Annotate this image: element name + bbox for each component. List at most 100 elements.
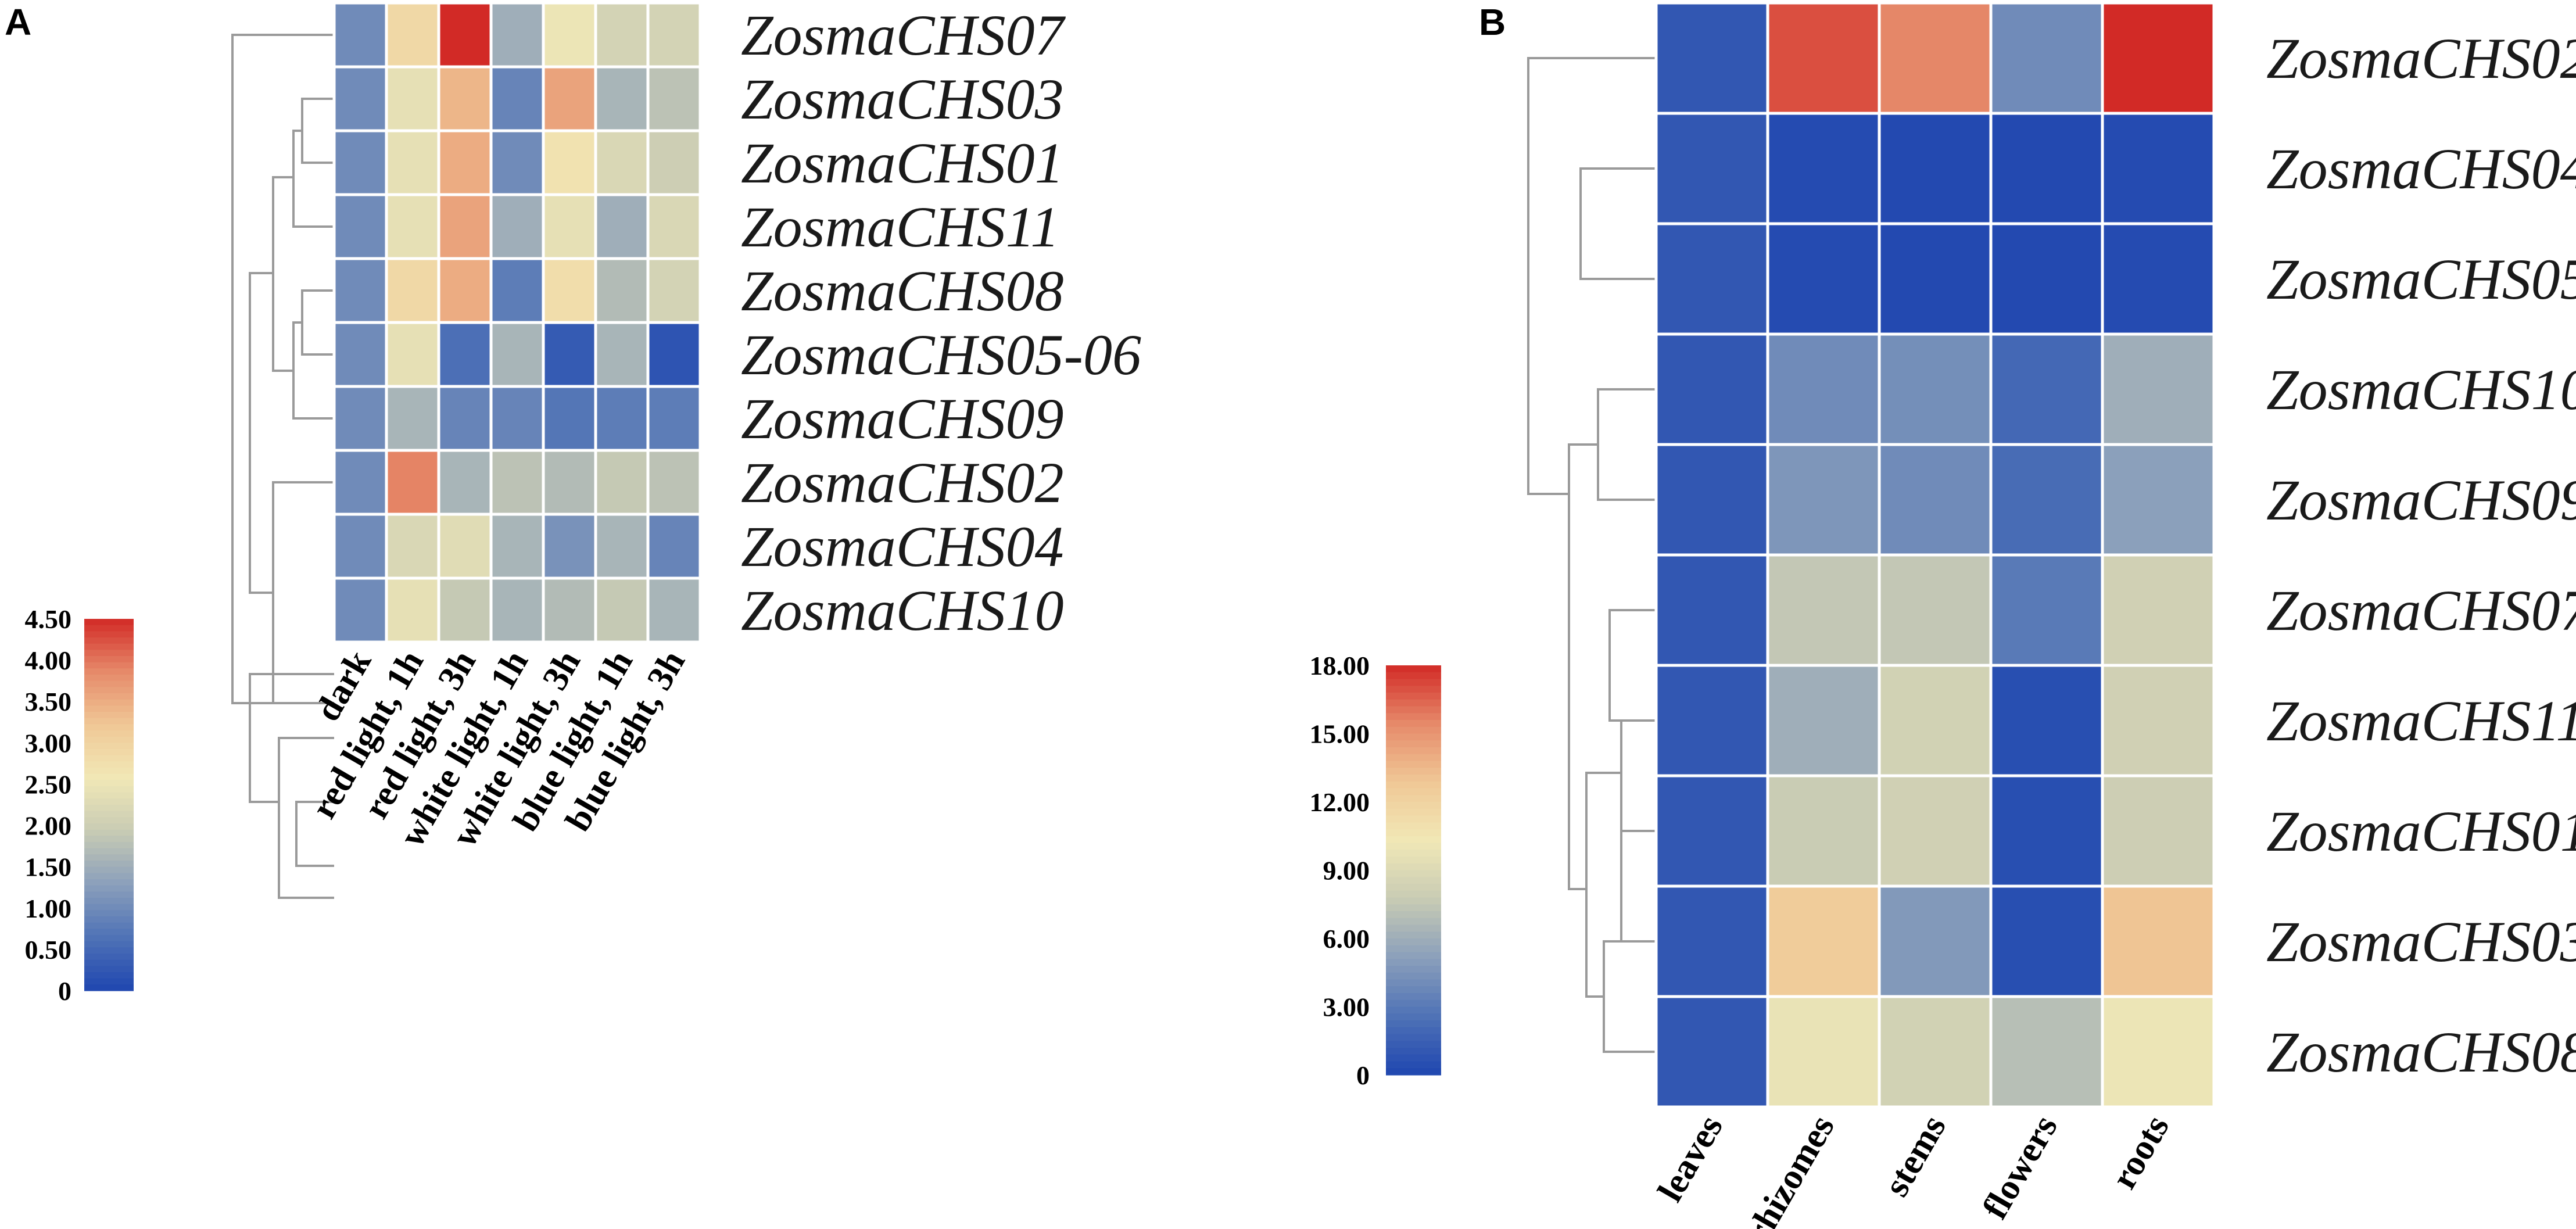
panel-a-cell-zosmachs04-white-light-1h [489,513,545,580]
panel-b-colorbar-tick-label: 15.00 [1310,719,1370,749]
panel-a-cell-zosmachs10-white-light-3h [542,576,597,644]
panel-a-cell-zosmachs01-blue-light-1h [594,129,650,196]
panel-b-cell-zosmachs03-roots [2101,884,2216,998]
panel-b-cell-zosmachs07-leaves [1654,553,1769,667]
panel-b-cell-zosmachs10-stems [1878,332,1993,446]
panel-a-colorbar-segment [84,693,134,700]
panel-a-colorbar-segment [84,798,134,805]
panel-b-colorbar-segment [1386,857,1441,864]
panel-b-colorbar-segment [1386,843,1441,850]
panel-b-cell-zosmachs09-stems [1878,443,1993,557]
panel-b-row-label: ZosmaCHS04 [2266,137,2576,201]
panel-a-cell-zosmachs08-white-light-1h [489,257,545,324]
panel-a-colorbar-segment [84,786,134,793]
panel-a-colorbar-segment [84,811,134,818]
panel-b-colorbar-segment [1386,808,1441,816]
panel-a-colorbar-segment [84,922,134,929]
panel-b-colorbar-segment [1386,952,1441,959]
panel-a-colorbar-segment [84,680,134,687]
panel-a-cell-zosmachs03-blue-light-1h [594,65,650,132]
panel-b-cell-zosmachs08-leaves [1654,995,1769,1109]
panel-b-row-label: ZosmaCHS08 [2266,1020,2576,1084]
panel-a-colorbar-tick-label: 4.00 [25,646,72,675]
panel-a-colorbar-segment [84,724,134,731]
panel-a-row-label: ZosmaCHS05-06 [741,323,1141,387]
panel-a-colorbar-segment [84,817,134,824]
panel-b-cell-zosmachs05-06-rhizomes [1766,222,1881,336]
panel-a-cell-zosmachs05-06-blue-light-1h [594,321,650,388]
panel-a-cell-zosmachs07-blue-light-1h [594,1,650,69]
panel-a-dendrogram [231,34,334,899]
panel-a-colorbar-tick-label: 3.50 [25,687,72,716]
panel-a-cell-zosmachs04-red-light-3h [437,513,493,580]
panel-b-cell-zosmachs03-rhizomes [1766,884,1881,998]
panel-b-colorbar-tick-label: 3.00 [1323,992,1370,1022]
panel-a-colorbar-segment [84,730,134,737]
panel-a-cell-zosmachs03-red-light-3h [437,65,493,132]
panel-a-colorbar-segment [84,836,134,843]
panel-a-colorbar-segment [84,631,134,638]
panel-a-colorbar-segment [84,854,134,861]
panel-b-cell-zosmachs04-flowers [1989,112,2104,225]
panel-a-cell-zosmachs04-white-light-3h [542,513,597,580]
panel-b-colorbar-segment [1386,693,1441,700]
panel-a-cell-zosmachs02-white-light-1h [489,449,545,516]
panel-b-colorbar-segment [1386,931,1441,939]
panel-b-colorbar-segment [1386,754,1441,762]
panel-b-cell-zosmachs04-rhizomes [1766,112,1881,225]
panel-b-colorbar-tick-label: 18.00 [1310,651,1370,680]
panel-a-cell-zosmachs08-blue-light-3h [646,257,702,324]
panel-b-colorbar-tick-label: 9.00 [1323,856,1370,886]
panel-b-cell-zosmachs03-stems [1878,884,1993,998]
panel-a-colorbar-segment [84,904,134,911]
panel-b-colorbar-segment [1386,802,1441,809]
panel-a-colorbar-segment [84,643,134,650]
panel-a-cell-zosmachs08-red-light-1h [385,257,440,324]
panel-a-colorbar-segment [84,966,134,973]
panel-b-colorbar-segment [1386,775,1441,782]
panel-b-cell-zosmachs01-stems [1878,774,1993,888]
panel-a-cell-zosmachs01-dark [332,129,388,196]
panel-b-cell-zosmachs04-roots [2101,112,2216,225]
panel-a-cell-zosmachs03-white-light-3h [542,65,597,132]
panel-b-colorbar-segment [1386,1061,1441,1069]
panel-a-cell-zosmachs08-blue-light-1h [594,257,650,324]
panel-a-colorbar: 0 0.50 1.00 1.50 2.00 2.50 3.00 3.50 4.00 4.50 [25,604,134,1006]
panel-b-column-label: roots [2104,1109,2177,1195]
panel-a-colorbar-segment [84,978,134,985]
panel-b-colorbar-segment [1386,1048,1441,1055]
panel-a-colorbar-segment [84,941,134,948]
panel-b-cell-zosmachs02-rhizomes [1766,1,1881,115]
panel-a-colorbar-segment [84,947,134,954]
panel-a-cell-zosmachs07-white-light-3h [542,1,597,69]
panel-b-cell-zosmachs10-rhizomes [1766,332,1881,446]
panel-b-cell-zosmachs05-06-roots [2101,222,2216,336]
panel-a-colorbar-segment [84,749,134,756]
panel-a-colorbar-tick-label: 0 [58,976,71,1006]
panel-b-cell-zosmachs11-roots [2101,664,2216,777]
panel-b-colorbar-tick-label: 0 [1356,1060,1370,1090]
panel-b-colorbar-segment [1386,740,1441,748]
panel-a-cell-zosmachs01-white-light-3h [542,129,597,196]
panel-a-colorbar-segment [84,866,134,873]
panel-b-cell-zosmachs04-leaves [1654,112,1769,225]
panel-a-cell-zosmachs09-white-light-1h [489,385,545,452]
panel-a-colorbar-segment [84,619,134,626]
panel-a-cell-zosmachs05-06-red-light-1h [385,321,440,388]
panel-a-cell-zosmachs04-dark [332,513,388,580]
panel-a-cell-zosmachs07-dark [332,1,388,69]
panel-a-colorbar-segment [84,984,134,991]
panel-a-cell-zosmachs10-blue-light-1h [594,576,650,644]
panel-b-column-label: rhizomes [1738,1109,1842,1229]
panel-a-colorbar-tick-label: 0.50 [25,935,72,965]
panel-a-colorbar-segment [84,637,134,644]
panel-b-colorbar-segment [1386,918,1441,926]
panel-b-colorbar-segment [1386,679,1441,686]
panel-a-colorbar-segment [84,675,134,682]
panel-b-cell-zosmachs02-stems [1878,1,1993,115]
panel-a-colorbar-segment [84,662,134,669]
panel-b-colorbar-segment [1386,829,1441,837]
panel-a-row-label: ZosmaCHS02 [741,450,1064,515]
panel-b-cell-zosmachs10-roots [2101,332,2216,446]
panel-b-colorbar-segment [1386,904,1441,912]
